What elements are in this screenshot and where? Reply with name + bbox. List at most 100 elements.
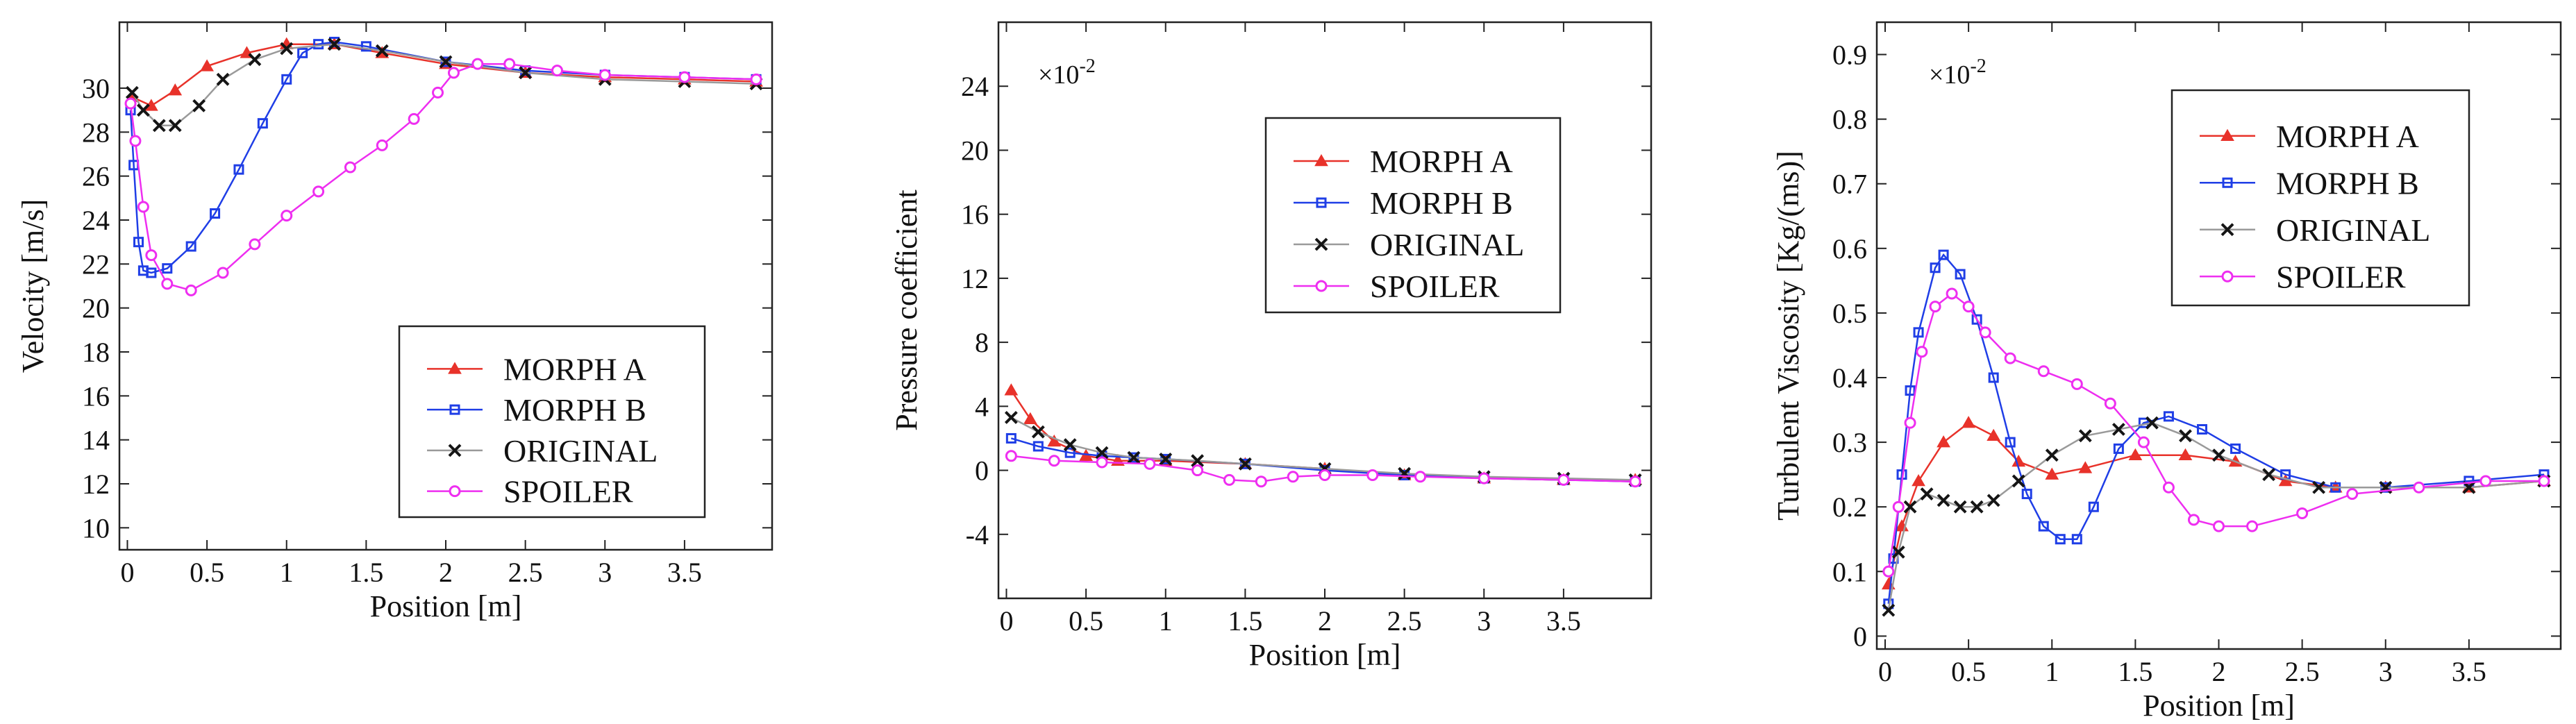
x-tick-label: 3.5 — [1546, 605, 1581, 637]
legend-label: MORPH A — [2276, 119, 2419, 154]
data-point-original — [1191, 454, 1204, 468]
data-point-morph-b — [2021, 489, 2032, 500]
legend-marker — [449, 404, 460, 415]
y-tick-label: 10 — [82, 512, 110, 544]
data-point-spoiler — [503, 58, 516, 70]
legend-box — [2171, 89, 2470, 307]
y-tick-label: 0.3 — [1832, 427, 1867, 458]
x-tick-label: 0 — [120, 557, 134, 588]
y-tick-label: 0.4 — [1832, 362, 1867, 394]
chart-panel-3: 0 0.5 1 1.5 2 2.5 3 3.5 0 0.1 0.2 0.3 0.4 0.5 0.6 0.7 0.… — [1771, 21, 2562, 723]
x-tick-label: 3.5 — [2452, 656, 2486, 687]
y-tick-label: 28 — [82, 117, 110, 148]
data-point-original — [1987, 494, 2000, 507]
legend-label: SPOILER — [1370, 269, 1500, 304]
y-tick-label: -4 — [966, 519, 989, 550]
data-point-original — [1031, 425, 1045, 439]
legend-label: MORPH B — [2276, 165, 2419, 201]
y-axis-label: Turbulent Viscosity [Kg/(ms)] — [1771, 151, 1805, 521]
data-point-morph-a — [1047, 435, 1062, 447]
data-point-spoiler — [408, 112, 420, 125]
data-point-original — [1882, 603, 1896, 617]
legend-label: ORIGINAL — [503, 433, 658, 469]
legend-marker — [2222, 177, 2233, 188]
data-point-morph-b — [185, 241, 196, 252]
data-point-morph-b — [1905, 385, 1916, 396]
data-point-morph-b — [146, 267, 157, 278]
legend-marker — [2221, 270, 2234, 283]
series-group — [1881, 249, 2551, 617]
chart-panel-1: 0 0.5 1 1.5 2 2.5 3 3.5 10 12 14 16 18 20 22 24 26 28 30 Po… — [16, 21, 773, 623]
series-line-spoiler — [1011, 455, 1636, 482]
data-point-original — [2012, 474, 2025, 488]
data-point-spoiler — [1048, 455, 1060, 467]
data-point-spoiler — [145, 249, 158, 262]
data-point-original — [2312, 480, 2326, 494]
x-tick-label: 0.5 — [1069, 605, 1103, 637]
data-point-morph-b — [233, 164, 244, 175]
legend-label: ORIGINAL — [2276, 212, 2430, 248]
data-point-original — [192, 99, 206, 112]
y-tick-label: 22 — [82, 249, 110, 280]
data-point-spoiler — [217, 267, 229, 279]
legend-marker — [448, 444, 462, 457]
legend-label: SPOILER — [2276, 259, 2406, 294]
data-point-spoiler — [161, 278, 174, 290]
data-point-morph-b — [360, 41, 371, 52]
data-point-spoiler — [1096, 456, 1108, 469]
series-group — [124, 37, 763, 296]
data-point-spoiler — [2037, 365, 2050, 378]
data-point-morph-b — [1971, 314, 1982, 325]
data-point-spoiler — [249, 238, 261, 251]
data-point-morph-b — [1913, 327, 1924, 338]
data-point-morph-b — [1032, 441, 1044, 452]
legend-marker — [1316, 197, 1327, 208]
data-point-morph-a — [1937, 435, 1950, 448]
x-tick-label: 1 — [1159, 605, 1173, 637]
data-point-original — [328, 37, 341, 51]
y-tick-label: 0 — [1853, 621, 1867, 652]
data-point-original — [168, 119, 182, 133]
y-tick-label: 0.8 — [1832, 104, 1867, 135]
data-point-morph-b — [210, 208, 221, 219]
data-point-original — [2045, 448, 2059, 462]
data-point-spoiler — [1929, 301, 1941, 313]
data-point-spoiler — [1005, 450, 1017, 462]
legend-marker — [1314, 237, 1328, 251]
data-point-morph-b — [297, 47, 308, 58]
x-tick-label: 2.5 — [1387, 605, 1422, 637]
data-point-spoiler — [1191, 464, 1204, 477]
data-point-morph-b — [133, 237, 144, 248]
data-point-morph-b — [1064, 447, 1076, 458]
x-tick-label: 3 — [1477, 605, 1491, 637]
legend-label: MORPH B — [1370, 185, 1513, 221]
x-tick-label: 1.5 — [1228, 605, 1262, 637]
y-tick-label: 0.9 — [1832, 40, 1867, 71]
y-tick-label: 0.6 — [1832, 233, 1867, 264]
data-point-spoiler — [1478, 472, 1490, 485]
data-point-morph-a — [1881, 577, 1896, 590]
data-point-spoiler — [1904, 416, 1916, 429]
x-axis-label: Position [m] — [2143, 689, 2295, 721]
data-point-spoiler — [1979, 326, 1991, 339]
data-point-original — [1953, 500, 1967, 514]
data-point-morph-b — [2005, 437, 2016, 448]
data-point-spoiler — [1882, 565, 1895, 578]
data-point-original — [1398, 466, 1412, 480]
axis-multiplier: ×10-2 — [1929, 56, 1987, 90]
y-axis-label: Velocity [m/s] — [16, 199, 50, 373]
data-point-original — [1004, 411, 1018, 424]
data-point-original — [1970, 500, 1984, 514]
data-point-morph-a — [168, 83, 183, 96]
data-point-spoiler — [2104, 397, 2116, 410]
data-point-original — [2262, 468, 2275, 482]
data-point-spoiler — [1144, 457, 1156, 470]
data-point-spoiler — [1557, 473, 1570, 486]
data-point-spoiler — [2413, 481, 2425, 494]
data-point-morph-b — [2230, 443, 2241, 454]
legend: MORPH A MORPH B ORIGINAL SPOILER — [2171, 89, 2470, 307]
data-point-spoiler — [1287, 471, 1299, 483]
data-point-original — [2212, 448, 2225, 462]
data-point-morph-a — [200, 59, 214, 71]
